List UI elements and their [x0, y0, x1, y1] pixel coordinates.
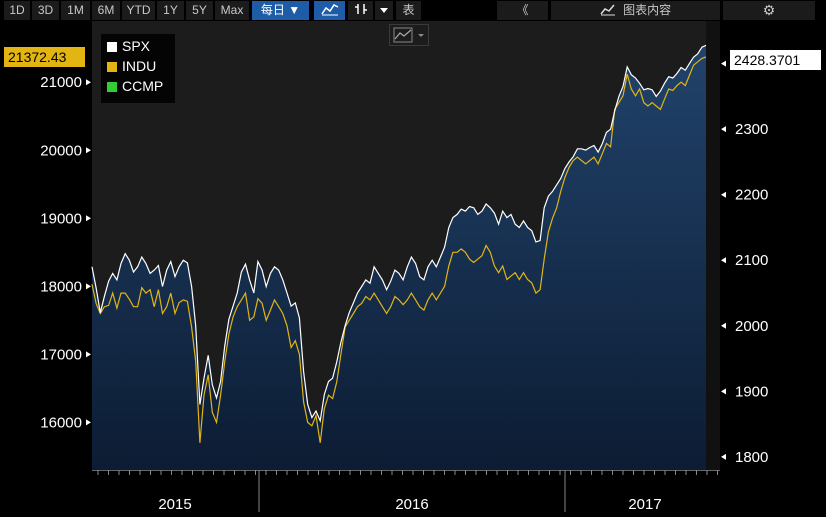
right-tick-label: 1900 — [735, 383, 768, 400]
chart-style-selector[interactable] — [389, 24, 429, 46]
chart-type-dropdown[interactable] — [375, 1, 394, 20]
x-tick-label: 2017 — [628, 496, 661, 513]
chart-content-icon — [600, 4, 615, 16]
right-tick-label: 1800 — [735, 449, 768, 466]
left-tick-label: 17000 — [40, 346, 82, 363]
double-chevron-left-icon: 《 — [516, 3, 529, 17]
legend-swatch — [107, 82, 117, 92]
legend-swatch — [107, 42, 117, 52]
legend-item-ccmp[interactable]: CCMP — [107, 77, 163, 95]
line-chart-icon — [320, 4, 338, 16]
chart-content-button[interactable]: 图表内容 — [551, 1, 721, 20]
spx-line — [91, 44, 707, 423]
indu-line — [91, 56, 707, 443]
left-tick-arrow — [86, 351, 91, 358]
right-tick-label: 2000 — [735, 318, 768, 335]
range-1y-button[interactable]: 1Y — [157, 1, 185, 20]
chart-content-label: 图表内容 — [623, 3, 672, 17]
range-ytd-button[interactable]: YTD — [122, 1, 156, 20]
spx-area-fill — [92, 45, 706, 471]
left-tick-arrow — [86, 147, 91, 154]
right-tick-arrow — [721, 453, 726, 460]
range-5y-button[interactable]: 5Y — [186, 1, 214, 20]
right-tick-arrow — [721, 257, 726, 264]
frequency-dropdown[interactable]: 每日 ▼ — [252, 1, 310, 20]
right-tick-label: 2100 — [735, 252, 768, 269]
settings-button[interactable]: ⚙ — [723, 1, 816, 20]
ohlc-bars-icon — [354, 4, 367, 14]
gear-icon: ⚙ — [762, 2, 776, 18]
right-tick-arrow — [721, 191, 726, 198]
right-tick-arrow — [721, 388, 726, 395]
x-tick-label: 2016 — [395, 496, 428, 513]
right-tick-label: 2300 — [735, 121, 768, 138]
left-tick-label: 18000 — [40, 278, 82, 295]
line-style-icon — [393, 27, 424, 43]
caret-down-icon — [380, 8, 388, 13]
spx-last-value-tag: 2428.3701 — [730, 50, 821, 70]
x-axis: 2015 2016 2017 — [92, 470, 720, 513]
right-tick-arrow — [721, 126, 726, 133]
future-region — [706, 21, 720, 470]
range-6m-button[interactable]: 6M — [92, 1, 121, 20]
x-tick-label: 2015 — [158, 496, 191, 513]
left-tick-arrow — [86, 283, 91, 290]
left-tick-arrow — [86, 215, 91, 222]
right-axis: 1800190020002100220023002400 — [721, 56, 768, 466]
legend-item-spx[interactable]: SPX — [107, 37, 150, 55]
range-1m-button[interactable]: 1M — [61, 1, 91, 20]
left-tick-label: 19000 — [40, 210, 82, 227]
indu-last-value-tag: 21372.43 — [4, 47, 85, 67]
left-axis: 16000 17000 18000 19000 20000 21000 — [40, 74, 91, 431]
range-1d-button[interactable]: 1D — [4, 1, 31, 20]
left-tick-arrow — [86, 79, 91, 86]
legend: SPX INDU CCMP — [101, 34, 175, 103]
left-tick-label: 20000 — [40, 142, 82, 159]
range-3d-button[interactable]: 3D — [32, 1, 60, 20]
right-tick-label: 2200 — [735, 187, 768, 204]
left-tick-label: 21000 — [40, 74, 82, 91]
table-view-button[interactable]: 表 — [396, 1, 422, 20]
legend-item-indu[interactable]: INDU — [107, 57, 156, 75]
left-tick-arrow — [86, 419, 91, 426]
range-max-button[interactable]: Max — [215, 1, 250, 20]
legend-swatch — [107, 62, 117, 72]
collapse-button[interactable]: 《 — [497, 1, 549, 20]
toolbar: 1D 3D 1M 6M YTD 1Y 5Y Max 每日 ▼ 表 《 图表内容 … — [0, 0, 826, 21]
price-chart: 16000 17000 18000 19000 20000 21000 1800 1900 2… — [40, 21, 768, 513]
line-chart-type-button[interactable] — [314, 1, 346, 20]
right-tick-arrow — [721, 322, 726, 329]
left-tick-label: 16000 — [40, 414, 82, 431]
bar-chart-type-button[interactable] — [348, 1, 374, 20]
right-tick-arrow — [721, 60, 726, 67]
